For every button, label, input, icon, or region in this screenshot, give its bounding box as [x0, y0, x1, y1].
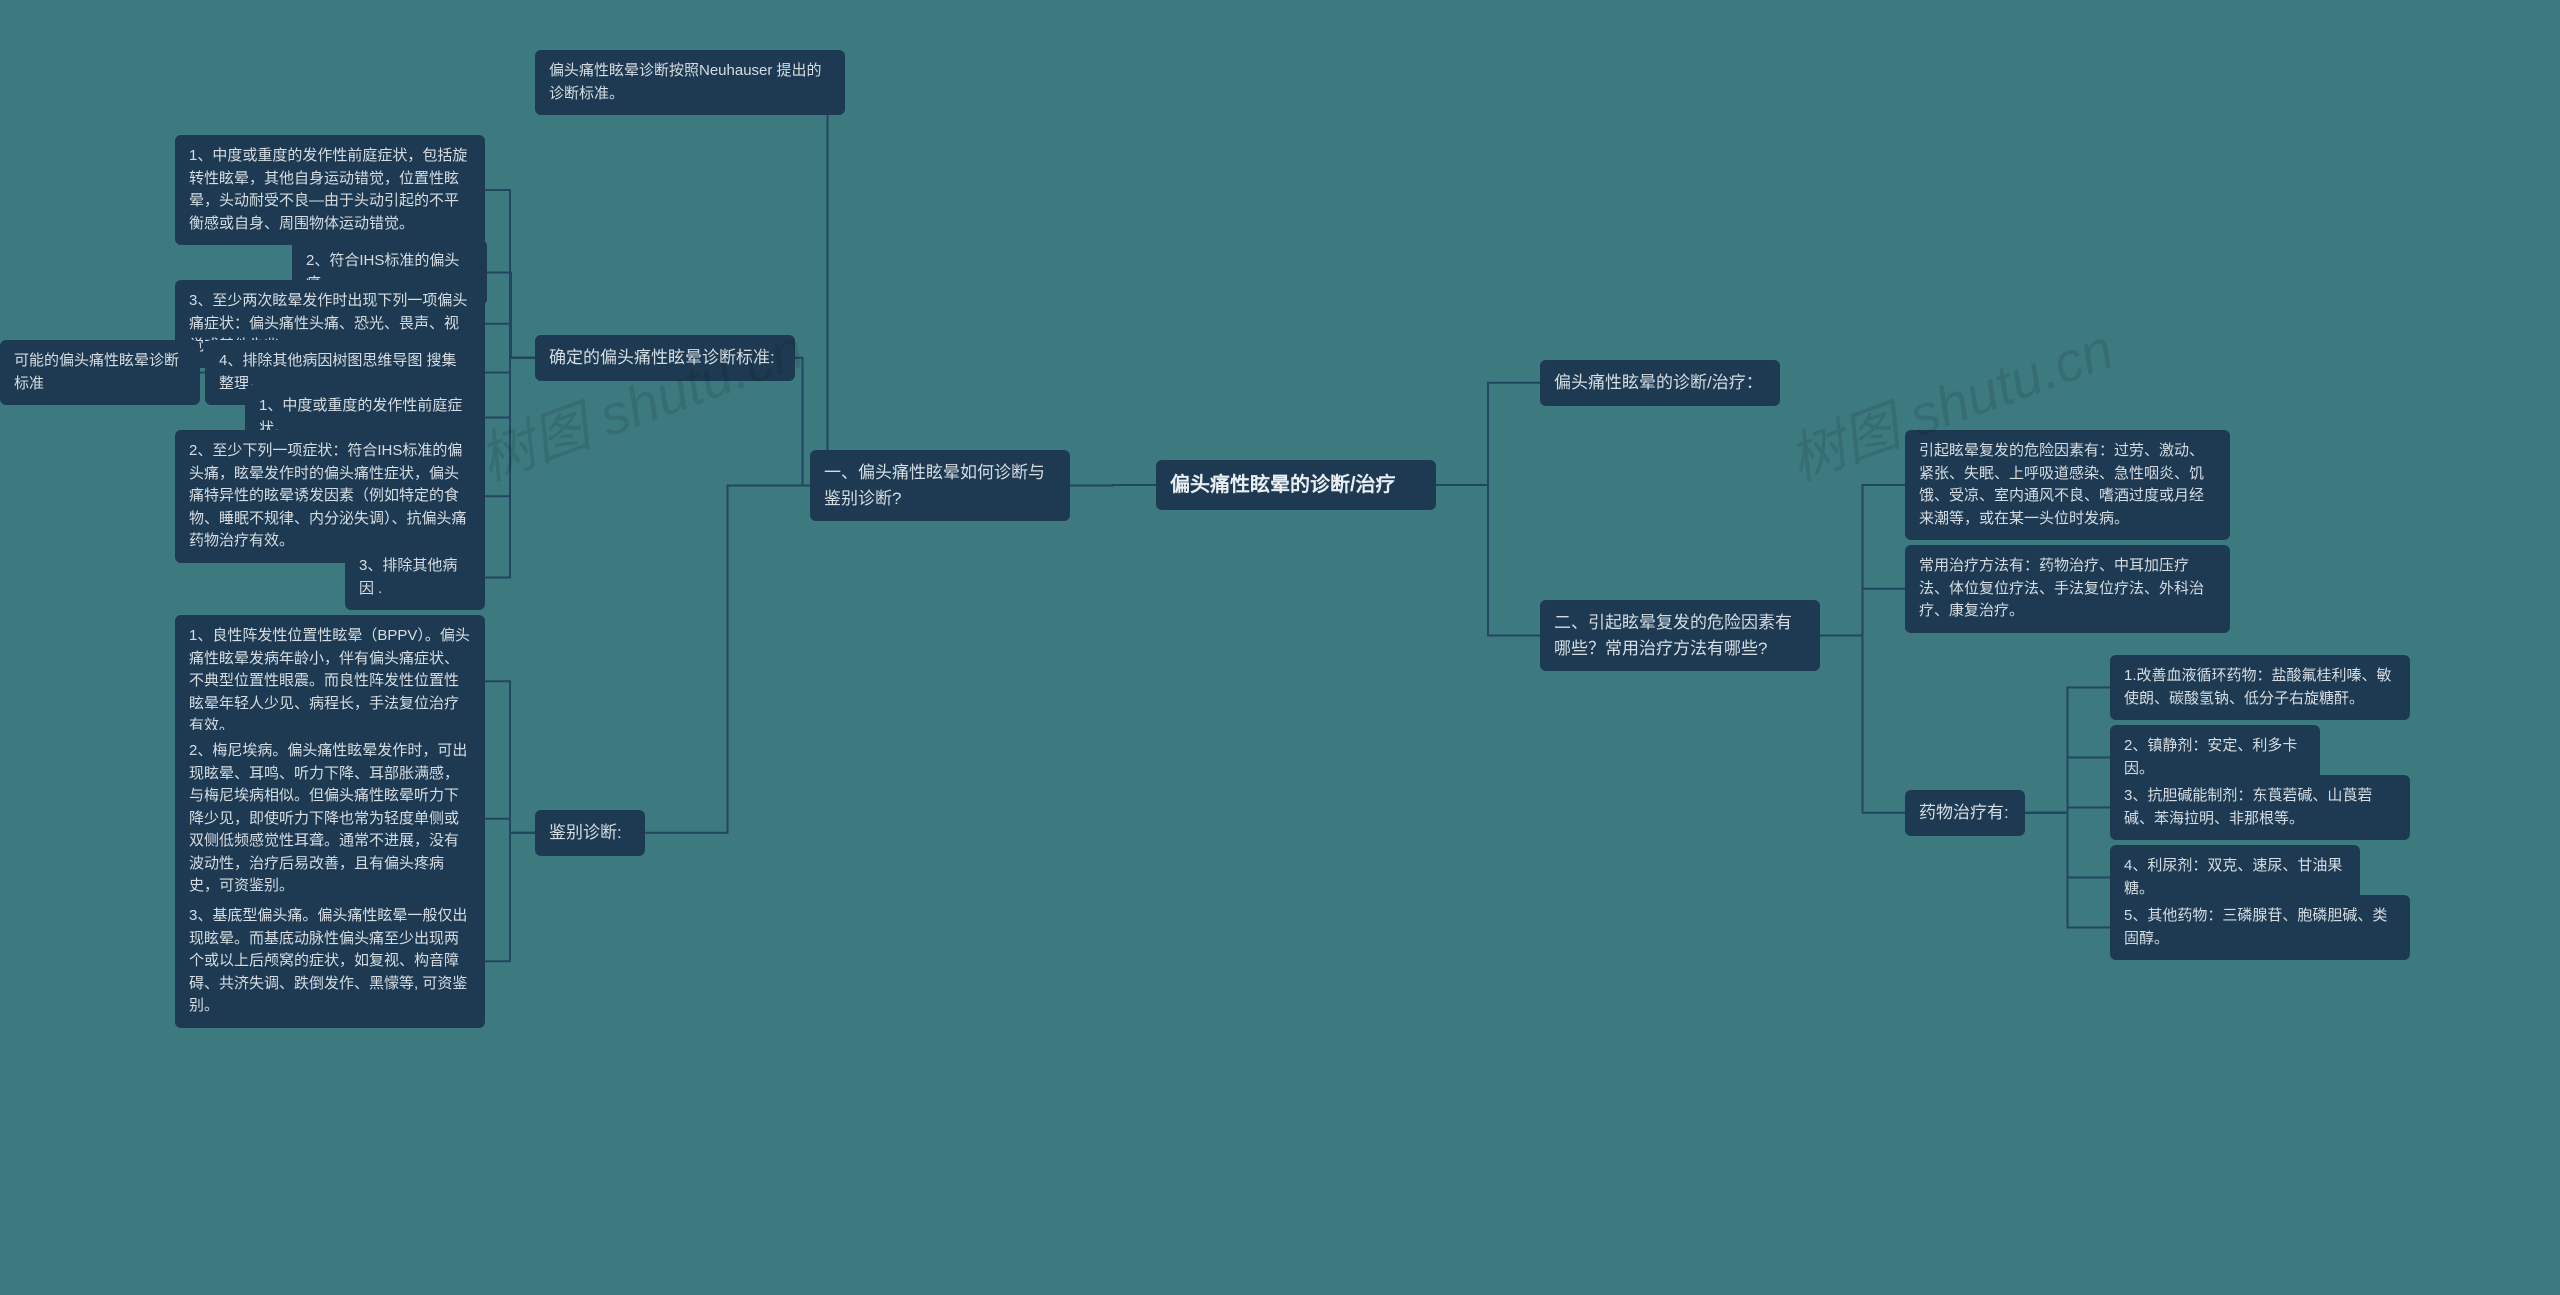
- connector-l1-l1c: [645, 486, 810, 833]
- connector-l1c-l1c2: [485, 819, 535, 833]
- connector-l1b-l1b3: [485, 324, 535, 358]
- connector-r1c-r1c2: [2025, 758, 2110, 813]
- node-l1c3: 3、基底型偏头痛。偏头痛性眩晕一般仅出现眩晕。而基底动脉性偏头痛至少出现两个或以…: [175, 895, 485, 1028]
- node-l1c2: 2、梅尼埃病。偏头痛性眩晕发作时，可出现眩晕、耳鸣、听力下降、耳部胀满感，与梅尼…: [175, 730, 485, 908]
- connector-l1c-l1c3: [485, 833, 535, 962]
- node-l1b7: 3、排除其他病因 .: [345, 545, 485, 610]
- node-l1: 一、偏头痛性眩晕如何诊断与鉴别诊断?: [810, 450, 1070, 521]
- node-r1c5: 5、其他药物：三磷腺苷、胞磷胆碱、类固醇。: [2110, 895, 2410, 960]
- connector-root-r0: [1436, 383, 1540, 485]
- node-l1b4a: 可能的偏头痛性眩晕诊断标准: [0, 340, 200, 405]
- node-l1b6: 2、至少下列一项症状：符合IHS标准的偏头痛，眩晕发作时的偏头痛性症状，偏头痛特…: [175, 430, 485, 563]
- connector-l1-l1a: [810, 83, 845, 486]
- connector-root-r1: [1436, 485, 1540, 636]
- connector-r1c-r1c5: [2025, 813, 2110, 928]
- node-r1c1: 1.改善血液循环药物：盐酸氟桂利嗪、敏使朗、碳酸氢钠、低分子右旋糖酐。: [2110, 655, 2410, 720]
- connector-r1-r1c: [1820, 636, 1905, 813]
- node-l1a: 偏头痛性眩晕诊断按照Neuhauser 提出的诊断标准。: [535, 50, 845, 115]
- connector-l1c-l1c1: [485, 681, 535, 833]
- connector-r1-r1b: [1820, 589, 1905, 636]
- node-r1: 二、引起眩晕复发的危险因素有哪些？常用治疗方法有哪些?: [1540, 600, 1820, 671]
- node-l1b: 确定的偏头痛性眩晕诊断标准:: [535, 335, 795, 381]
- node-r1b: 常用治疗方法有：药物治疗、中耳加压疗法、体位复位疗法、手法复位疗法、外科治疗、康…: [1905, 545, 2230, 633]
- node-l1c1: 1、良性阵发性位置性眩晕（BPPV）。偏头痛性眩晕发病年龄小，伴有偏头痛症状、不…: [175, 615, 485, 748]
- connector-l1b-l1b7: [485, 358, 535, 578]
- connector-l1-l1b: [795, 358, 810, 486]
- node-r1c: 药物治疗有:: [1905, 790, 2025, 836]
- node-l1b1: 1、中度或重度的发作性前庭症状，包括旋转性眩晕，其他自身运动错觉，位置性眩晕，头…: [175, 135, 485, 245]
- node-l1c: 鉴别诊断:: [535, 810, 645, 856]
- node-r1c3: 3、抗胆碱能制剂：东莨菪碱、山莨菪碱、苯海拉明、非那根等。: [2110, 775, 2410, 840]
- node-r0: 偏头痛性眩晕的诊断/治疗：: [1540, 360, 1780, 406]
- node-root: 偏头痛性眩晕的诊断/治疗: [1156, 460, 1436, 510]
- connector-root-l1: [1070, 485, 1156, 486]
- node-r1a: 引起眩晕复发的危险因素有：过劳、激动、紧张、失眠、上呼吸道感染、急性咽炎、饥饿、…: [1905, 430, 2230, 540]
